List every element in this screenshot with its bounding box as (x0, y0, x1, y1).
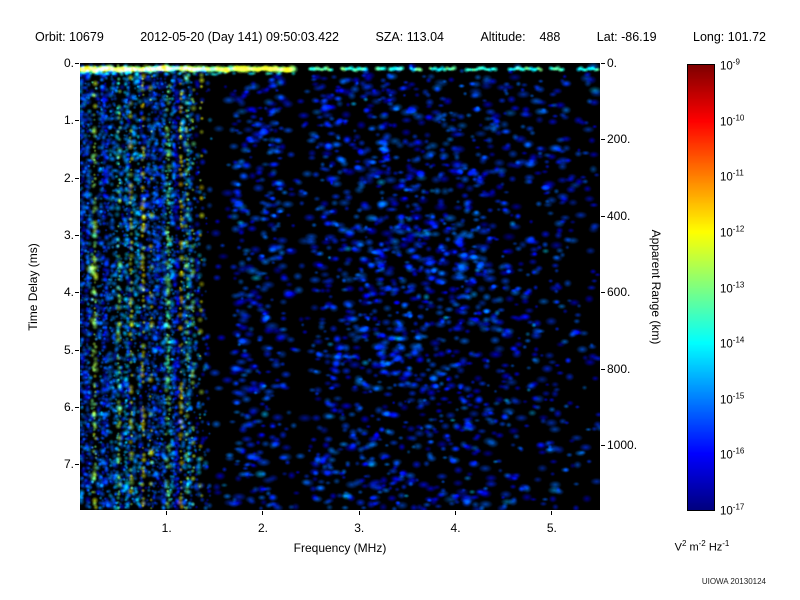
header-datetime: 2012-05-20 (Day 141) 09:50:03.422 (140, 30, 339, 44)
y-left-tick-label: 3. (63, 227, 74, 242)
y-left-tick-mark (75, 292, 79, 294)
colorbar-tick-label: 10-15 (720, 391, 745, 407)
x-tick-label: 3. (354, 521, 365, 535)
colorbar-tick-label: 10-13 (720, 280, 745, 295)
x-axis-title: Frequency (MHz) (293, 541, 387, 555)
y-right-tick-label: 200. (607, 132, 631, 147)
colorbar-tick-label: 10-9 (720, 57, 740, 73)
x-tick-label: 2. (257, 521, 268, 535)
y-left-tick-label: 6. (63, 399, 74, 414)
colorbar-tick-label: 10-10 (720, 113, 745, 129)
credit-text: UIOWA 20130124 (701, 577, 766, 586)
colorbar-unit: V2 m-2 Hz-1 (674, 539, 730, 554)
y-left-tick-mark (75, 234, 79, 236)
y-axis-title-right: Apparent Range (km) (649, 229, 663, 345)
header-longitude: Long: 101.72 (693, 30, 766, 44)
x-tick-mark (455, 511, 457, 515)
y-right-tick-mark (601, 292, 605, 294)
header-bar: Orbit: 10679 2012-05-20 (Day 141) 09:50:… (35, 30, 766, 44)
y-left-tick-label: 7. (63, 457, 74, 472)
x-tick-mark (358, 511, 360, 515)
colorbar-tick-label: 10-14 (720, 335, 745, 351)
y-left-tick-mark (75, 120, 79, 122)
header-latitude: Lat: -86.19 (596, 30, 657, 44)
x-tick-mark (166, 511, 168, 515)
colorbar-tick-label: 10-16 (720, 446, 745, 462)
x-tick-mark (262, 511, 264, 515)
y-left-tick-mark (75, 406, 79, 408)
header-altitude: Altitude: 488 (480, 30, 561, 44)
y-axis-title-left: Time Delay (ms) (26, 243, 40, 331)
y-right-tick-mark (601, 139, 605, 141)
colorbar-canvas (687, 64, 715, 511)
y-left-tick-mark (75, 63, 79, 64)
y-right-tick-mark (601, 63, 605, 64)
y-right-tick-label: 800. (607, 361, 631, 376)
colorbar-tick-label: 10-11 (720, 168, 744, 184)
header-sza: SZA: 113.04 (375, 30, 444, 44)
colorbar-tick-label: 10-12 (720, 224, 745, 240)
spectrogram-canvas (80, 63, 600, 510)
y-right-tick-label: 600. (607, 285, 631, 300)
colorbar-tick-label: 10-17 (720, 502, 745, 518)
y-right-tick-mark (601, 445, 605, 447)
y-right-tick-mark (601, 368, 605, 370)
y-right-tick-label: 0. (607, 56, 618, 70)
y-left-tick-label: 2. (63, 170, 74, 185)
header-orbit: Orbit: 10679 (35, 30, 104, 44)
y-left-tick-label: 1. (63, 113, 74, 128)
y-left-tick-mark (75, 177, 79, 179)
x-tick-mark (551, 511, 553, 515)
y-left-tick-label: 4. (63, 285, 74, 300)
x-tick-label: 5. (546, 521, 557, 535)
y-left-tick-label: 5. (63, 342, 74, 357)
x-tick-label: 1. (161, 521, 172, 535)
y-left-tick-label: 0. (63, 56, 74, 70)
y-left-tick-mark (75, 464, 79, 466)
y-left-tick-mark (75, 349, 79, 351)
y-right-tick-label: 400. (607, 208, 631, 223)
y-right-tick-label: 1000. (607, 438, 638, 453)
y-right-tick-mark (601, 215, 605, 217)
x-tick-label: 4. (450, 521, 461, 535)
